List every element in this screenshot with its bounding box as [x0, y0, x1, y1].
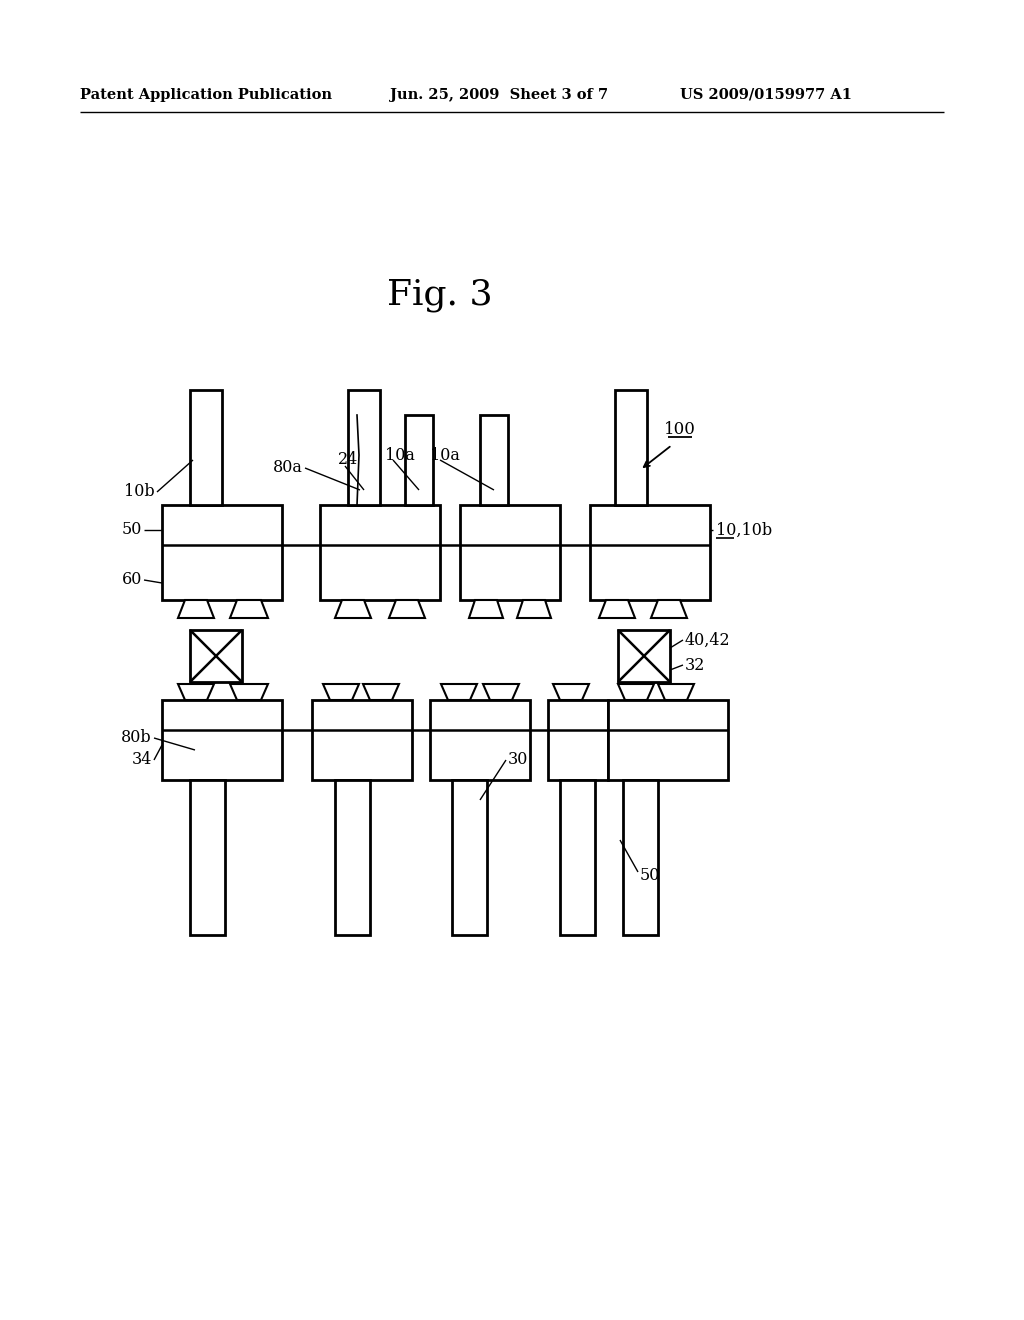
Polygon shape	[651, 601, 687, 618]
Text: 10b: 10b	[124, 483, 155, 500]
Text: 40,42: 40,42	[685, 631, 731, 648]
Bar	[312, 700, 412, 780]
Polygon shape	[362, 684, 399, 700]
Text: 60: 60	[122, 572, 142, 589]
Text: 34: 34	[132, 751, 152, 768]
Polygon shape	[553, 684, 589, 700]
Bar	[319, 506, 440, 601]
Bar	[452, 780, 487, 935]
Text: 24: 24	[338, 451, 358, 469]
Polygon shape	[230, 601, 268, 618]
Text: Jun. 25, 2009  Sheet 3 of 7: Jun. 25, 2009 Sheet 3 of 7	[390, 88, 608, 102]
Polygon shape	[389, 601, 425, 618]
Text: US 2009/0159977 A1: US 2009/0159977 A1	[680, 88, 852, 102]
Text: 50: 50	[640, 866, 660, 883]
Bar	[623, 780, 658, 935]
Bar	[162, 506, 282, 601]
Bar	[190, 389, 222, 506]
Bar	[615, 389, 647, 506]
Text: 80b: 80b	[122, 730, 152, 747]
Bar	[162, 700, 282, 780]
Text: Fig. 3: Fig. 3	[387, 279, 493, 312]
Text: 32: 32	[685, 656, 706, 673]
Polygon shape	[178, 601, 214, 618]
Bar	[560, 780, 595, 935]
Bar	[430, 700, 530, 780]
Bar	[190, 780, 225, 935]
Text: 10a: 10a	[385, 446, 415, 463]
Text: 100: 100	[664, 421, 696, 438]
Bar	[348, 389, 380, 506]
Text: 50: 50	[122, 521, 142, 539]
Polygon shape	[599, 601, 635, 618]
Bar	[548, 700, 608, 780]
Bar	[480, 414, 508, 506]
Text: Patent Application Publication: Patent Application Publication	[80, 88, 332, 102]
Bar	[406, 414, 433, 506]
Text: 30: 30	[508, 751, 528, 768]
Bar	[618, 630, 670, 682]
Polygon shape	[469, 601, 503, 618]
Text: 10a: 10a	[430, 446, 460, 463]
Polygon shape	[441, 684, 477, 700]
Bar	[335, 780, 370, 935]
Bar	[590, 506, 710, 601]
Polygon shape	[178, 684, 214, 700]
Bar	[608, 700, 728, 780]
Polygon shape	[517, 601, 551, 618]
Polygon shape	[335, 601, 371, 618]
Polygon shape	[658, 684, 694, 700]
Polygon shape	[230, 684, 268, 700]
Polygon shape	[483, 684, 519, 700]
Polygon shape	[618, 684, 654, 700]
Text: 10,10b: 10,10b	[716, 521, 772, 539]
Polygon shape	[323, 684, 359, 700]
Bar	[460, 506, 560, 601]
Text: 80a: 80a	[273, 459, 303, 477]
Bar	[190, 630, 242, 682]
